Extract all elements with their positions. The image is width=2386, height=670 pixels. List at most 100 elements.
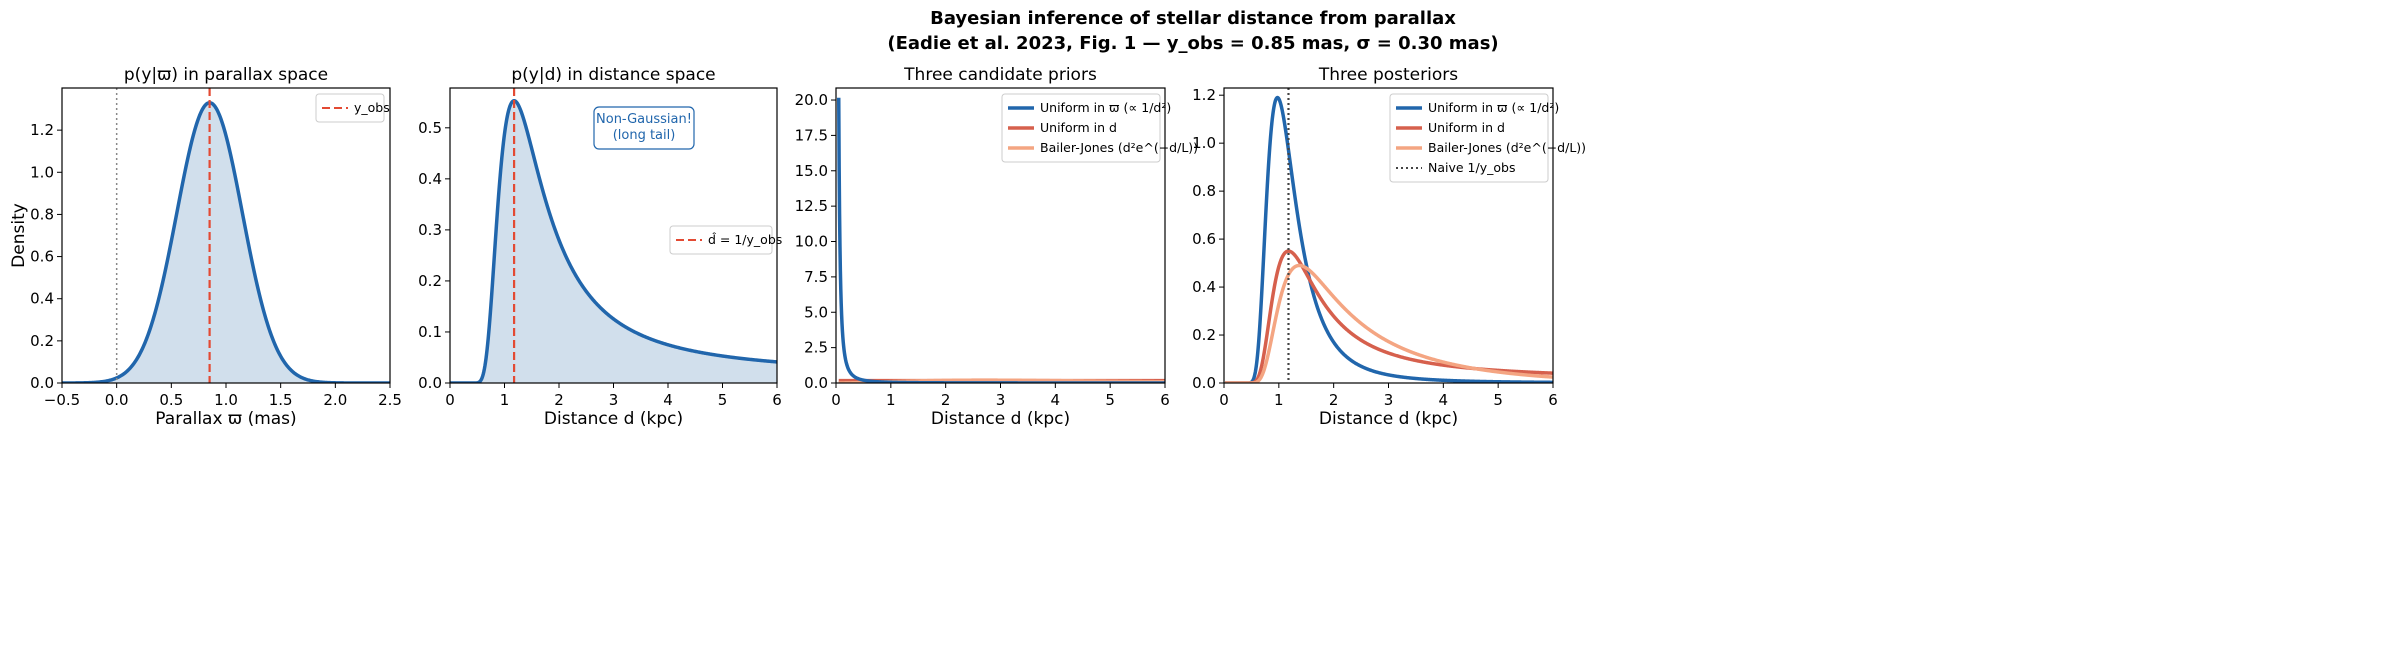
- y-tick-label: 12.5: [795, 197, 828, 215]
- y-tick-label: 1.0: [30, 163, 54, 181]
- x-tick-label: 2: [554, 391, 564, 409]
- x-tick-label: 0: [1219, 391, 1229, 409]
- legend-label: Bailer-Jones (d²e^(−d/L)): [1040, 140, 1198, 155]
- y-tick-label: 5.0: [804, 303, 828, 321]
- legend: y_obs: [315, 93, 390, 123]
- legend-frame: [1389, 93, 1549, 183]
- y-tick-label: 0.0: [1192, 374, 1216, 392]
- y-tick-label: 1.0: [1192, 134, 1216, 152]
- x-tick-label: 5: [718, 391, 728, 409]
- panel-1: −0.5 0.0 0.5 1.0 1.5 2.0 2.50.00.20.40.60.81.0…: [9, 65, 402, 429]
- plot-area: [450, 88, 777, 383]
- y-tick-label: 0.0: [804, 374, 828, 392]
- annotation-box: [593, 106, 695, 150]
- y-tick-label: 20.0: [795, 91, 828, 109]
- x-tick-label: 0.0: [105, 391, 129, 409]
- x-tick-label: 0.5: [159, 391, 183, 409]
- y-tick-label: 7.5: [804, 268, 828, 286]
- likelihood-fill: [62, 102, 390, 383]
- plot-area: [62, 88, 390, 383]
- x-tick-label: −0.5: [44, 391, 80, 409]
- y-tick-label: 0.1: [418, 323, 442, 341]
- x-tick-label: 1.5: [269, 391, 293, 409]
- y-tick-label: 15.0: [795, 162, 828, 180]
- panel-4: 0 1 2 3 4 5 6 0.0 0.2 0.4 0.6 0.8 1.0 1.2 Three poster…: [1192, 65, 1586, 429]
- y-tick-label: 0.4: [30, 290, 54, 308]
- x-tick-label: 1: [886, 391, 896, 409]
- y-tick-label: 0.2: [30, 332, 54, 350]
- panel-title: Three candidate priors: [903, 65, 1097, 85]
- panel-title: Three posteriors: [1318, 65, 1458, 85]
- panel-title: p(y|d) in distance space: [511, 65, 715, 85]
- panel-title: p(y|ϖ) in parallax space: [124, 65, 328, 85]
- annotation-text: (long tail): [613, 128, 676, 143]
- likelihood-fill: [450, 100, 777, 383]
- legend-label: Uniform in d: [1428, 120, 1505, 135]
- posterior-curve-1: [1225, 95, 1553, 383]
- panel-2: 0 1 2 3 4 5 6 0.0 0.1 0.2 0.3 0.4 0.5 p(y|d) in dista…: [418, 65, 782, 429]
- annotation-text: Non-Gaussian!: [596, 112, 692, 127]
- y-tick-label: 17.5: [795, 126, 828, 144]
- x-tick-label: 4: [1051, 391, 1061, 409]
- y-tick-label: 0.8: [1192, 182, 1216, 200]
- legend-label: d̂ = 1/y_obs: [708, 232, 782, 247]
- y-tick-label: 0.4: [1192, 278, 1216, 296]
- y-tick-label: 0.0: [30, 374, 54, 392]
- posterior-curve-3: [1225, 263, 1553, 383]
- y-tick-label: 0.5: [418, 119, 442, 137]
- x-tick-label: 3: [1384, 391, 1394, 409]
- x-tick-label: 2: [941, 391, 951, 409]
- x-axis-label: Distance d (kpc): [544, 409, 683, 429]
- x-tick-label: 5: [1105, 391, 1115, 409]
- y-tick-label: 10.0: [795, 233, 828, 251]
- y-tick-label: 0.6: [1192, 230, 1216, 248]
- x-tick-label: 2.5: [378, 391, 402, 409]
- x-tick-label: 1: [1274, 391, 1284, 409]
- legend-frame: [315, 93, 385, 123]
- legend-label: Uniform in ϖ (∝ 1/d²): [1428, 100, 1559, 115]
- y-tick-label: 1.2: [1192, 86, 1216, 104]
- legend-label: Bailer-Jones (d²e^(−d/L)): [1428, 140, 1586, 155]
- y-tick-label: 0.3: [418, 221, 442, 239]
- y-tick-label: 0.8: [30, 205, 54, 223]
- y-tick-label: 0.0: [418, 374, 442, 392]
- x-tick-label: 3: [996, 391, 1006, 409]
- y-tick-label: 0.2: [418, 272, 442, 290]
- legend: Uniform in ϖ (∝ 1/d²) Uniform in d Bailer-…: [1001, 93, 1198, 163]
- legend-label: Uniform in ϖ (∝ 1/d²): [1040, 100, 1171, 115]
- suptitle-line1: Bayesian inference of stellar distance f…: [930, 8, 1456, 29]
- suptitle-line2: (Eadie et al. 2023, Fig. 1 — y_obs = 0.8…: [887, 33, 1498, 54]
- legend-label: y_obs: [354, 100, 390, 115]
- y-tick-label: 0.6: [30, 248, 54, 266]
- x-tick-label: 6: [1548, 391, 1558, 409]
- legend-label: Naive 1/y_obs: [1428, 160, 1515, 175]
- x-tick-label: 2: [1329, 391, 1339, 409]
- x-tick-label: 0: [445, 391, 455, 409]
- x-tick-label: 4: [1439, 391, 1449, 409]
- x-tick-label: 6: [1160, 391, 1170, 409]
- x-tick-label: 3: [609, 391, 619, 409]
- x-tick-label: 2.0: [323, 391, 347, 409]
- legend-label: Uniform in d: [1040, 120, 1117, 135]
- x-axis-label: Parallax ϖ (mas): [155, 409, 296, 429]
- legend-frame: [669, 225, 773, 255]
- y-tick-label: 1.2: [30, 121, 54, 139]
- x-axis-label: Distance d (kpc): [1319, 409, 1458, 429]
- y-axis-label: Density: [9, 203, 29, 268]
- x-tick-label: 5: [1493, 391, 1503, 409]
- x-axis-label: Distance d (kpc): [931, 409, 1070, 429]
- x-tick-label: 6: [772, 391, 782, 409]
- likelihood-curve: [450, 99, 777, 383]
- x-tick-label: 0: [831, 391, 841, 409]
- legend: Uniform in ϖ (∝ 1/d²) Uniform in d Bailer-…: [1389, 93, 1586, 183]
- y-tick-label: 0.2: [1192, 326, 1216, 344]
- plot-area: [1225, 88, 1553, 383]
- x-tick-label: 1.0: [214, 391, 238, 409]
- x-tick-label: 4: [663, 391, 673, 409]
- x-tick-label: 1: [500, 391, 510, 409]
- legend: d̂ = 1/y_obs: [669, 225, 782, 255]
- y-tick-label: 2.5: [804, 339, 828, 357]
- y-tick-label: 0.4: [418, 170, 442, 188]
- legend-frame: [1001, 93, 1161, 163]
